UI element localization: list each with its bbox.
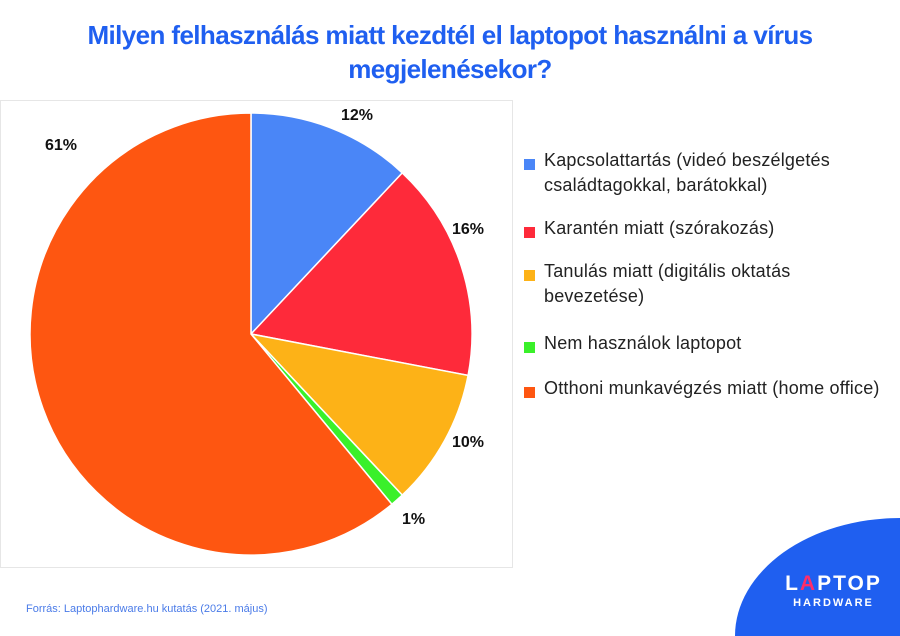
pie-chart [29, 112, 473, 556]
data-label: 61% [45, 137, 78, 154]
legend-item: Nem használok laptopot [524, 331, 884, 356]
legend-label: Otthoni munkavégzés miatt (home office) [544, 378, 880, 398]
data-label: 1% [402, 511, 426, 528]
legend-label: Karantén miatt (szórakozás) [544, 218, 775, 238]
data-label: 12% [341, 107, 374, 124]
legend-swatch [524, 270, 535, 281]
pie-slice [248, 332, 469, 497]
source-note: Forrás: Laptophardware.hu kutatás (2021.… [26, 603, 268, 615]
legend-item: Otthoni munkavégzés miatt (home office) [524, 376, 884, 401]
legend-item: Karantén miatt (szórakozás) [524, 216, 884, 241]
data-label: 10% [452, 434, 485, 451]
pie-slice [250, 112, 404, 336]
pie-slice [29, 112, 393, 556]
legend-swatch [524, 159, 535, 170]
chart-area: 12% 16% 10% 1% 61% [0, 100, 513, 568]
legend: Kapcsolattartás (videó beszélgetés csalá… [524, 148, 884, 401]
legend-label: Tanulás miatt (digitális oktatás bevezet… [544, 261, 791, 306]
chart-title: Milyen felhasználás miatt kezdtél el lap… [87, 20, 813, 84]
legend-label: Nem használok laptopot [544, 333, 742, 353]
legend-swatch [524, 227, 535, 238]
laptophardware-logo[interactable]: LAPTOP HARDWARE [785, 572, 882, 610]
data-label: 16% [452, 221, 485, 238]
legend-swatch [524, 387, 535, 398]
pie-slice [249, 171, 473, 377]
legend-label: Kapcsolattartás (videó beszélgetés csalá… [544, 150, 830, 195]
legend-item: Tanulás miatt (digitális oktatás bevezet… [524, 259, 884, 309]
legend-item: Kapcsolattartás (videó beszélgetés csalá… [524, 148, 884, 198]
legend-swatch [524, 342, 535, 353]
